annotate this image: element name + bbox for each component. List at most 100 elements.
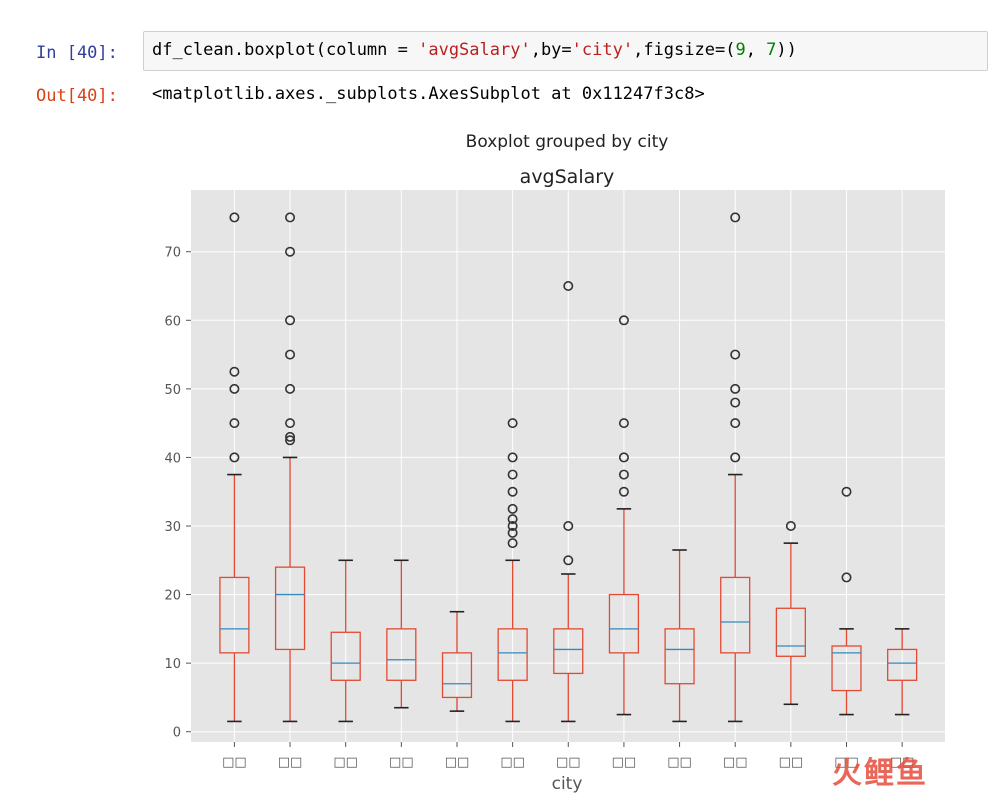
outlier-point [507, 418, 518, 429]
box-iqr [553, 628, 584, 675]
box-group [497, 418, 528, 723]
outlier-point [229, 383, 240, 394]
y-tick-label: 60 [164, 314, 181, 329]
outlier-point [285, 349, 296, 360]
x-tick-label: □□ [612, 755, 637, 770]
box-group [608, 315, 640, 716]
outlier-point [730, 383, 741, 394]
box-group [664, 549, 695, 723]
y-axis-ticks: 0 10 20 30 40 50 60 70 [164, 246, 191, 741]
outlier-point [285, 383, 296, 394]
outlier-point [229, 366, 240, 377]
outlier-point [730, 349, 741, 360]
code-number-height: 7 [766, 40, 777, 60]
x-axis-label: city [552, 774, 583, 794]
outlier-point [229, 418, 240, 429]
outlier-point [618, 315, 629, 326]
outlier-point [507, 538, 518, 549]
code-string-by: 'city' [571, 40, 634, 60]
box-iqr [775, 607, 806, 657]
outlier-point [730, 452, 741, 463]
box-group [887, 628, 918, 716]
outlier-point [507, 469, 518, 480]
outlier-point [563, 280, 574, 291]
box-iqr [887, 648, 918, 681]
outlier-point [285, 212, 296, 223]
outlier-point [563, 520, 574, 531]
box-iqr [497, 628, 528, 681]
outlier-point [618, 452, 629, 463]
box-group [330, 559, 361, 723]
box-iqr [608, 593, 640, 654]
x-tick-label: □□ [779, 755, 804, 770]
x-tick-label: □□ [333, 755, 358, 770]
outlier-point [618, 469, 629, 480]
y-tick-label: 20 [164, 589, 181, 604]
y-tick-label: 30 [164, 520, 181, 535]
outlier-point [841, 572, 852, 583]
outlier-point [507, 503, 518, 514]
code-part-2: ,by= [530, 40, 572, 60]
box-iqr [664, 628, 695, 685]
chart-suptitle: Boxplot grouped by city [466, 132, 669, 152]
x-tick-label: □□ [723, 755, 748, 770]
y-tick-label: 70 [164, 246, 181, 261]
outlier-point [507, 452, 518, 463]
outlier-point [507, 514, 518, 525]
outlier-point [841, 486, 852, 497]
y-tick-label: 10 [164, 657, 181, 672]
input-prompt: In [40]: [36, 43, 118, 63]
outlier-point [507, 520, 518, 531]
outlier-point [730, 397, 741, 408]
output-text: <matplotlib.axes._subplots.AxesSubplot a… [152, 84, 705, 104]
box-iqr [219, 576, 250, 654]
code-part-3: ,figsize=( [633, 40, 736, 60]
chart-title: avgSalary [520, 166, 615, 188]
outlier-point [730, 418, 741, 429]
box-group [831, 486, 862, 716]
box-iqr [720, 576, 751, 654]
x-tick-label: □□ [890, 755, 915, 770]
code-string-column: 'avgSalary' [418, 40, 531, 60]
x-tick-label: □□ [278, 755, 303, 770]
code-part-1: df_clean.boxplot(column = [152, 40, 419, 60]
x-tick-label: □□ [222, 755, 247, 770]
outlier-point [507, 527, 518, 538]
box-iqr [441, 652, 473, 699]
outlier-point [285, 418, 296, 429]
outlier-point [730, 212, 741, 223]
box-iqr [831, 645, 862, 692]
outlier-point [229, 212, 240, 223]
box-iqr [274, 566, 306, 651]
outlier-point [507, 486, 518, 497]
outlier-point [618, 418, 629, 429]
x-tick-label: □□ [445, 755, 470, 770]
grid-lines [191, 190, 945, 742]
code-input[interactable]: df_clean.boxplot(column = 'avgSalary',by… [143, 31, 988, 71]
y-tick-label: 40 [164, 451, 181, 466]
outlier-point [563, 555, 574, 566]
box-iqr [330, 631, 361, 681]
box-group [553, 280, 584, 723]
box-group [441, 610, 473, 712]
outlier-point [285, 246, 296, 257]
outlier-point [785, 520, 796, 531]
code-part-5: )) [776, 40, 797, 60]
outlier-point [285, 435, 296, 446]
outlier-point [229, 452, 240, 463]
code-part-4: , [745, 40, 767, 60]
outlier-point [285, 315, 296, 326]
x-tick-label: □□ [389, 755, 414, 770]
x-tick-label: □□ [556, 755, 581, 770]
y-tick-label: 50 [164, 383, 181, 398]
x-tick-label: □□ [500, 755, 525, 770]
x-tick-label: □□ [667, 755, 692, 770]
box-group [720, 212, 751, 723]
box-group [386, 559, 417, 709]
code-number-width: 9 [735, 40, 746, 60]
outlier-point [285, 431, 296, 442]
y-tick-label: 0 [173, 726, 181, 741]
watermark-logo: 火鲤鱼 [832, 756, 928, 791]
outlier-point [618, 486, 629, 497]
